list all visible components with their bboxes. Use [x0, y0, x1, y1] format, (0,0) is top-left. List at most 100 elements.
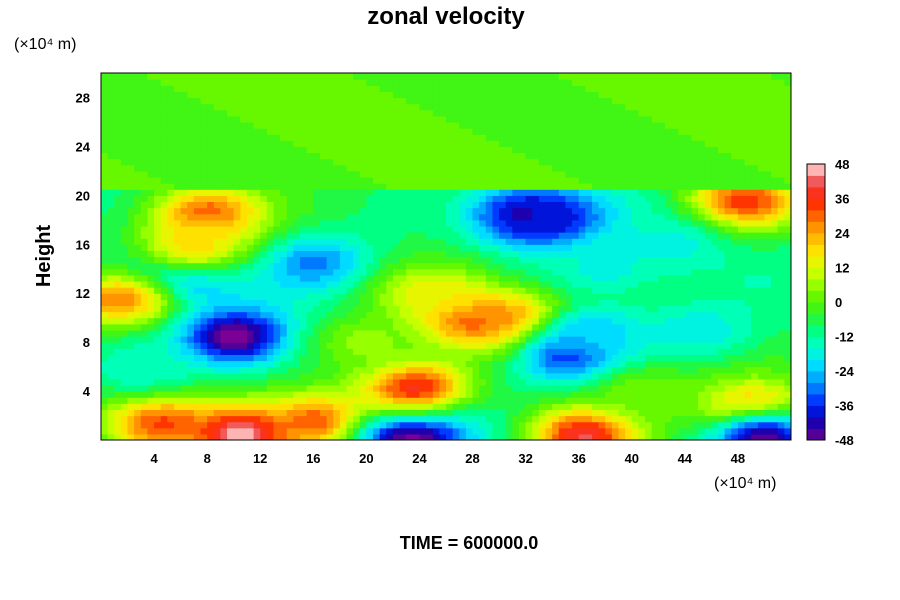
- heatmap-cell: [492, 299, 500, 307]
- heatmap-cell: [518, 164, 527, 172]
- heatmap-cell: [154, 415, 162, 423]
- heatmap-cell: [605, 244, 613, 251]
- heatmap-cell: [399, 384, 407, 392]
- heatmap-cell: [227, 305, 235, 313]
- heatmap-cell: [492, 189, 500, 196]
- heatmap-cell: [618, 115, 626, 123]
- heatmap-cell: [479, 121, 487, 129]
- heatmap-cell: [412, 317, 421, 325]
- heatmap-cell: [134, 250, 142, 258]
- heatmap-cell: [240, 250, 248, 258]
- heatmap-cell: [286, 109, 294, 117]
- heatmap-cell: [485, 73, 494, 80]
- heatmap-cell: [605, 73, 613, 80]
- heatmap-cell: [339, 378, 348, 386]
- heatmap-cell: [127, 250, 135, 258]
- heatmap-cell: [173, 195, 182, 203]
- heatmap-cell: [512, 73, 520, 80]
- heatmap-cell: [412, 140, 421, 147]
- heatmap-cell: [134, 238, 142, 245]
- heatmap-cell: [134, 287, 142, 294]
- heatmap-cell: [154, 305, 162, 313]
- heatmap-cell: [446, 146, 454, 154]
- heatmap-cell: [333, 176, 341, 184]
- heatmap-cell: [485, 427, 494, 435]
- heatmap-cell: [446, 91, 454, 99]
- heatmap-cell: [326, 164, 334, 172]
- heatmap-cell: [101, 268, 109, 276]
- heatmap-cell: [399, 415, 407, 423]
- heatmap-cell: [625, 348, 633, 355]
- heatmap-cell: [233, 195, 241, 203]
- heatmap-cell: [465, 207, 474, 215]
- heatmap-cell: [180, 323, 188, 331]
- heatmap-cell: [227, 219, 235, 227]
- heatmap-cell: [240, 213, 248, 221]
- heatmap-cell: [406, 268, 414, 276]
- heatmap-cell: [353, 372, 361, 380]
- heatmap-cell: [465, 164, 474, 172]
- heatmap-cell: [140, 287, 149, 294]
- heatmap-cell: [591, 384, 600, 392]
- heatmap-cell: [333, 336, 341, 343]
- heatmap-cell: [319, 219, 328, 227]
- heatmap-cell: [167, 213, 175, 221]
- heatmap-cell: [114, 256, 122, 264]
- heatmap-cell: [379, 329, 387, 337]
- heatmap-cell: [134, 152, 142, 160]
- heatmap-cell: [207, 256, 215, 264]
- heatmap-cell: [353, 336, 361, 343]
- heatmap-cell: [253, 176, 261, 184]
- heatmap-cell: [625, 293, 633, 300]
- heatmap-cell: [426, 323, 434, 331]
- heatmap-cell: [572, 219, 580, 227]
- heatmap-cell: [485, 293, 494, 300]
- heatmap-cell: [160, 238, 168, 245]
- heatmap-cell: [379, 274, 387, 282]
- heatmap-cell: [213, 384, 222, 392]
- heatmap-cell: [518, 170, 527, 178]
- heatmap-cell: [353, 250, 361, 258]
- heatmap-cell: [645, 384, 653, 392]
- heatmap-cell: [333, 323, 341, 331]
- heatmap-cell: [306, 79, 314, 86]
- heatmap-cell: [379, 164, 387, 172]
- heatmap-cell: [140, 115, 149, 123]
- heatmap-cell: [213, 305, 222, 313]
- heatmap-cell: [266, 207, 275, 215]
- heatmap-cell: [266, 421, 275, 429]
- heatmap-cell: [353, 342, 361, 349]
- heatmap-cell: [545, 354, 553, 362]
- heatmap-cell: [585, 323, 593, 331]
- heatmap-cell: [366, 121, 374, 129]
- heatmap-cell: [465, 176, 474, 184]
- heatmap-cell: [532, 134, 540, 141]
- heatmap-cell: [505, 274, 513, 282]
- heatmap-cell: [200, 317, 208, 325]
- heatmap-cell: [127, 323, 135, 331]
- heatmap-cell: [605, 415, 613, 423]
- heatmap-cell: [558, 170, 567, 178]
- heatmap-cell: [392, 134, 401, 141]
- heatmap-cell: [266, 299, 275, 307]
- heatmap-cell: [525, 287, 533, 294]
- heatmap-cell: [611, 250, 620, 258]
- heatmap-cell: [286, 317, 294, 325]
- heatmap-cell: [512, 201, 520, 209]
- heatmap-cell: [625, 189, 633, 196]
- heatmap-cell: [399, 268, 407, 276]
- heatmap-cell: [253, 219, 261, 227]
- heatmap-cell: [293, 391, 301, 398]
- heatmap-cell: [432, 201, 440, 209]
- heatmap-cell: [645, 170, 653, 178]
- heatmap-cell: [107, 280, 115, 288]
- heatmap-cell: [140, 232, 149, 239]
- heatmap-cell: [518, 299, 527, 307]
- heatmap-cell: [558, 305, 567, 313]
- heatmap-cell: [253, 103, 261, 111]
- heatmap-cell: [107, 262, 115, 270]
- heatmap-cell: [193, 176, 202, 184]
- heatmap-cell: [120, 128, 129, 135]
- heatmap-cell: [399, 329, 407, 337]
- heatmap-cell: [154, 348, 162, 355]
